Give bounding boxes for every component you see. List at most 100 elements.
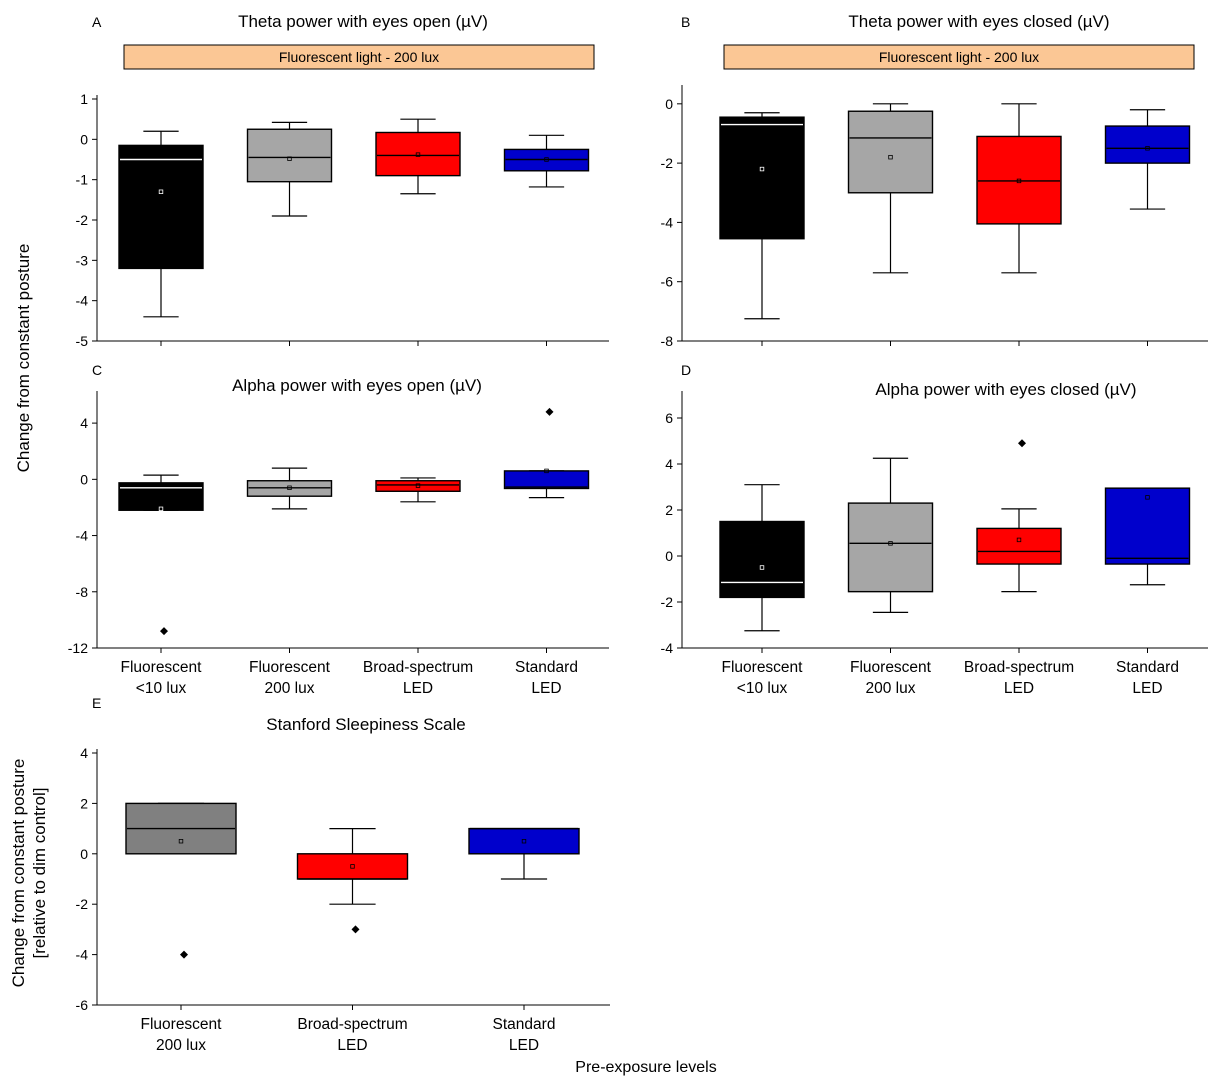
box-2 xyxy=(296,827,409,1010)
panel-letter: D xyxy=(681,362,691,378)
outlier-marker xyxy=(351,925,360,934)
y-tick-label: -4 xyxy=(76,293,89,309)
box-iqr xyxy=(118,144,204,270)
category-label: Fluorescent xyxy=(141,1016,223,1033)
category-label: LED xyxy=(403,680,433,697)
y-tick-label: -2 xyxy=(76,896,89,912)
box-3 xyxy=(976,439,1062,653)
category-label: 200 lux xyxy=(866,680,916,697)
y-tick-label: -3 xyxy=(76,252,89,268)
y-tick-label: 2 xyxy=(80,795,88,811)
panel-title: Theta power with eyes open (µV) xyxy=(238,12,488,31)
y-tick-label: -4 xyxy=(76,528,89,544)
mean-marker xyxy=(287,156,292,161)
outlier-marker xyxy=(180,950,188,959)
panel-e-y-axis-label-line2: [relative to dim control] xyxy=(30,787,49,958)
mean-marker xyxy=(521,839,527,844)
box-iqr xyxy=(246,480,333,497)
box-1 xyxy=(719,484,805,653)
condition-banner-label: Fluorescent light - 200 lux xyxy=(879,49,1039,65)
y-tick-label: -1 xyxy=(76,172,89,188)
box-iqr xyxy=(468,827,580,855)
y-tick-label: -12 xyxy=(68,640,88,656)
condition-banner xyxy=(723,44,1195,70)
x-axis-label: Pre-exposure levels xyxy=(575,1059,716,1076)
mean-marker xyxy=(350,864,355,869)
box-4 xyxy=(1104,487,1191,653)
y-tick-label: 0 xyxy=(665,548,673,564)
y-tick-label: -5 xyxy=(76,333,89,349)
y-tick-label: 0 xyxy=(80,471,88,487)
category-label: 200 lux xyxy=(265,680,315,697)
mean-marker xyxy=(544,468,549,474)
shared-y-axis-label: Change from constant posture xyxy=(14,244,33,473)
box-iqr xyxy=(976,135,1062,225)
category-label: Fluorescent xyxy=(850,659,932,676)
category-label: Standard xyxy=(515,659,578,676)
box-iqr xyxy=(503,470,590,490)
mean-marker xyxy=(158,189,164,194)
y-tick-label: 4 xyxy=(665,456,673,472)
panel-letter: B xyxy=(681,14,690,30)
category-label: Standard xyxy=(1116,659,1179,676)
panel-letter: E xyxy=(92,695,101,711)
mean-marker xyxy=(888,154,893,160)
category-label: <10 lux xyxy=(737,680,788,697)
mean-marker xyxy=(759,565,765,570)
category-label: Fluorescent xyxy=(249,659,331,676)
mean-marker xyxy=(158,506,164,512)
panel-title: Stanford Sleepiness Scale xyxy=(266,715,465,734)
box-iqr xyxy=(976,527,1062,565)
outlier-marker xyxy=(545,407,554,416)
box-4 xyxy=(503,407,590,653)
category-label: LED xyxy=(531,680,561,697)
category-label: LED xyxy=(509,1037,539,1054)
panel-title: Theta power with eyes closed (µV) xyxy=(848,12,1109,31)
y-tick-label: -8 xyxy=(661,333,674,349)
mean-marker xyxy=(1016,178,1022,184)
panel-e-y-axis-label-line1: Change from constant posture xyxy=(9,759,28,988)
category-label: LED xyxy=(1004,680,1034,697)
box-iqr xyxy=(719,116,805,240)
box-4 xyxy=(503,134,590,346)
category-label: Broad-spectrum xyxy=(297,1016,407,1033)
panel-a: A Theta power with eyes open (µV) Fluoresc… xyxy=(76,12,609,349)
box-3 xyxy=(468,827,580,1010)
condition-banner xyxy=(123,44,595,70)
box-1 xyxy=(125,802,237,1010)
category-label: LED xyxy=(337,1037,367,1054)
box-1 xyxy=(719,112,805,346)
y-tick-label: 1 xyxy=(80,91,88,107)
category-label: Broad-spectrum xyxy=(964,659,1074,676)
box-2 xyxy=(847,103,934,346)
category-label: Fluorescent xyxy=(121,659,203,676)
panel-c: C Alpha power with eyes open (µV) 4 0 -4 -8 -1… xyxy=(68,362,609,697)
category-label: Fluorescent xyxy=(722,659,804,676)
outlier-marker xyxy=(1018,439,1026,448)
box-1 xyxy=(118,474,204,653)
y-tick-label: 0 xyxy=(80,846,88,862)
box-3 xyxy=(375,118,461,346)
category-label: <10 lux xyxy=(136,680,187,697)
box-iqr xyxy=(118,482,204,511)
outlier-marker xyxy=(160,627,168,636)
y-tick-label: -6 xyxy=(76,997,89,1013)
mean-marker xyxy=(1145,495,1150,500)
y-tick-label: -2 xyxy=(661,594,674,610)
mean-marker xyxy=(178,839,184,844)
category-label: Broad-spectrum xyxy=(363,659,473,676)
box-iqr xyxy=(296,853,409,880)
mean-marker xyxy=(759,166,765,172)
box-3 xyxy=(976,103,1062,346)
y-tick-label: -6 xyxy=(661,274,674,290)
box-iqr xyxy=(847,110,934,194)
box-1 xyxy=(118,130,204,346)
y-tick-label: -4 xyxy=(661,214,674,230)
box-iqr xyxy=(847,502,934,593)
box-iqr xyxy=(1104,487,1191,565)
y-tick-label: 6 xyxy=(665,410,673,426)
y-tick-label: 4 xyxy=(80,745,88,761)
condition-banner-label: Fluorescent light - 200 lux xyxy=(279,49,439,65)
box-4 xyxy=(1104,109,1191,346)
